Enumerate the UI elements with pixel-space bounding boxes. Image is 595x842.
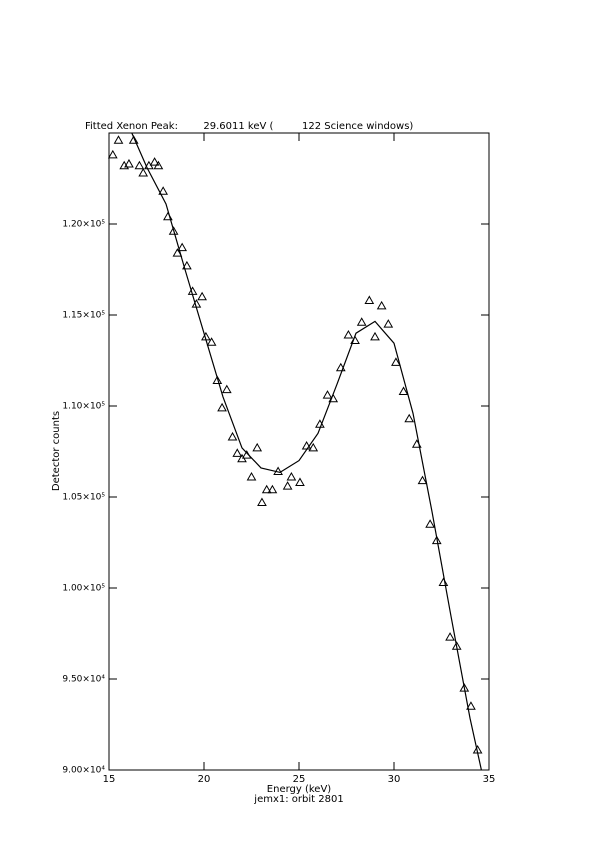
- y-axis-label: Detector counts: [51, 411, 62, 491]
- plot-frame: [108, 132, 490, 771]
- data-point: [206, 337, 217, 346]
- data-point: [221, 384, 232, 394]
- data-point: [376, 300, 387, 310]
- y-tick-label: 9.00×10⁴: [62, 766, 105, 776]
- data-point: [138, 168, 149, 177]
- data-point: [252, 442, 263, 452]
- data-point: [466, 701, 476, 710]
- data-point: [257, 497, 267, 506]
- data-point: [282, 481, 293, 490]
- y-tick-label: 9.50×10⁴: [62, 675, 105, 685]
- y-tick-label: 1.20×10⁵: [62, 220, 105, 230]
- data-point: [107, 149, 118, 159]
- x-tick-label: 15: [103, 774, 116, 785]
- data-point: [261, 484, 272, 494]
- data-point: [267, 484, 278, 494]
- y-tick-label: 1.00×10⁵: [62, 584, 105, 594]
- data-point: [158, 186, 169, 195]
- data-point: [356, 317, 367, 326]
- x-axis-label: Energy (keV): [267, 784, 332, 795]
- data-point: [197, 291, 207, 301]
- data-point: [153, 160, 164, 170]
- data-point: [431, 535, 442, 545]
- data-point: [177, 242, 188, 252]
- data-point: [128, 135, 139, 144]
- fit-line: [131, 132, 482, 771]
- data-point: [182, 260, 192, 270]
- data-point: [322, 390, 333, 399]
- data-point: [232, 448, 243, 457]
- data-point: [391, 357, 401, 366]
- caption: jemx1: orbit 2801: [253, 794, 343, 805]
- data-point: [113, 135, 124, 144]
- data-point: [459, 683, 470, 692]
- y-tick-label: 1.15×10⁵: [62, 311, 105, 321]
- data-point: [212, 375, 223, 385]
- data-point: [438, 577, 449, 587]
- data-point: [417, 475, 428, 485]
- data-point: [295, 477, 305, 486]
- data-point: [172, 248, 183, 257]
- data-point: [383, 319, 394, 328]
- data-point: [404, 413, 415, 423]
- data-point: [445, 632, 455, 641]
- data-point: [168, 226, 179, 235]
- data-point: [149, 157, 160, 166]
- y-tick-label: 1.10×10⁵: [62, 402, 105, 412]
- data-point: [370, 331, 380, 341]
- x-tick-label: 35: [483, 774, 496, 785]
- x-tick-label: 20: [198, 774, 211, 785]
- x-tick-label: 30: [388, 774, 401, 785]
- data-point: [227, 431, 238, 441]
- y-tick-label: 1.05×10⁵: [62, 493, 105, 503]
- data-point: [134, 160, 145, 170]
- data-point: [124, 158, 134, 168]
- x-tick-label: 25: [293, 774, 306, 785]
- chart-title: Fitted Xenon Peak: 29.6011 keV ( 122 Sci…: [85, 121, 413, 132]
- data-point: [343, 330, 354, 339]
- data-point: [398, 386, 409, 395]
- data-point: [246, 471, 257, 481]
- data-point: [308, 442, 319, 452]
- data-point: [217, 402, 227, 412]
- data-point: [286, 471, 297, 481]
- data-point: [364, 295, 375, 304]
- data-point: [425, 519, 435, 528]
